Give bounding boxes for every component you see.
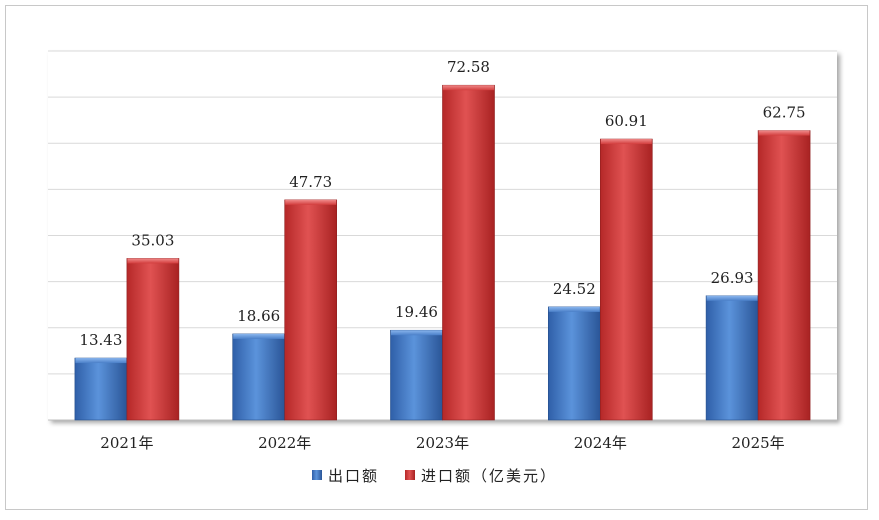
bar-series-1 (547, 306, 601, 421)
bar-series-2 (442, 84, 495, 421)
legend-marker-series-2 (405, 470, 415, 480)
bar-series-1 (705, 295, 759, 421)
value-label-series-2: 35.03 (131, 231, 174, 249)
bar-body (705, 295, 759, 421)
x-tick-label: 2025年 (732, 434, 785, 452)
x-axis-tick-labels: 2021年 2022年 2023年 2024年 2025年 (100, 434, 784, 452)
bar-series-1 (74, 357, 128, 421)
legend: 出口额 进口额（亿美元） (312, 467, 557, 485)
bar-bevel (600, 139, 652, 145)
legend-label-series-1: 出口额 (328, 467, 379, 485)
legend-item-series-1: 出口额 (312, 467, 379, 485)
bar-body (390, 329, 443, 421)
bar-body (442, 84, 495, 421)
legend-item-series-2: 进口额（亿美元） (405, 467, 557, 485)
bar-body (547, 306, 601, 421)
bar-series-1 (232, 333, 285, 421)
bar-series-2 (284, 199, 338, 421)
value-label-series-2: 72.58 (447, 58, 490, 76)
legend-marker-series-1 (312, 470, 322, 480)
bar-bevel (285, 199, 337, 205)
bar-bevel (548, 306, 600, 312)
x-tick-label: 2021年 (100, 434, 153, 452)
bar-bevel (706, 295, 758, 301)
bar-series-2 (599, 138, 653, 421)
value-label-series-2: 62.75 (763, 104, 806, 122)
bar-bevel (233, 333, 285, 339)
value-label-series-2: 60.91 (605, 112, 648, 130)
x-tick-label: 2024年 (574, 434, 627, 452)
value-label-series-1: 26.93 (711, 269, 754, 287)
value-label-series-2: 47.73 (289, 173, 332, 191)
bar-bevel (391, 330, 442, 336)
bar-bevel (127, 258, 179, 264)
bar-body (599, 138, 653, 421)
x-tick-label: 2023年 (416, 434, 469, 452)
bar-bevel (443, 85, 494, 91)
bar-series-2 (757, 130, 811, 421)
bar-series-2 (126, 258, 180, 421)
bar-series-1 (390, 329, 443, 421)
bar-bevel (758, 130, 810, 136)
value-label-series-1: 24.52 (553, 280, 596, 298)
legend-label-series-2: 进口额（亿美元） (421, 467, 557, 485)
bar-body (74, 357, 128, 421)
bar-body (757, 130, 811, 421)
bar-body (284, 199, 338, 421)
value-labels: 13.43 35.03 18.66 47.73 19.46 72.58 24.52 60.91… (79, 58, 805, 349)
value-label-series-1: 18.66 (237, 307, 280, 325)
value-label-series-1: 13.43 (79, 331, 122, 349)
bars (74, 84, 811, 421)
bar-bevel (75, 358, 127, 364)
bar-body (232, 333, 285, 421)
bar-body (126, 258, 180, 421)
value-label-series-1: 19.46 (395, 303, 438, 321)
x-tick-label: 2022年 (258, 434, 311, 452)
